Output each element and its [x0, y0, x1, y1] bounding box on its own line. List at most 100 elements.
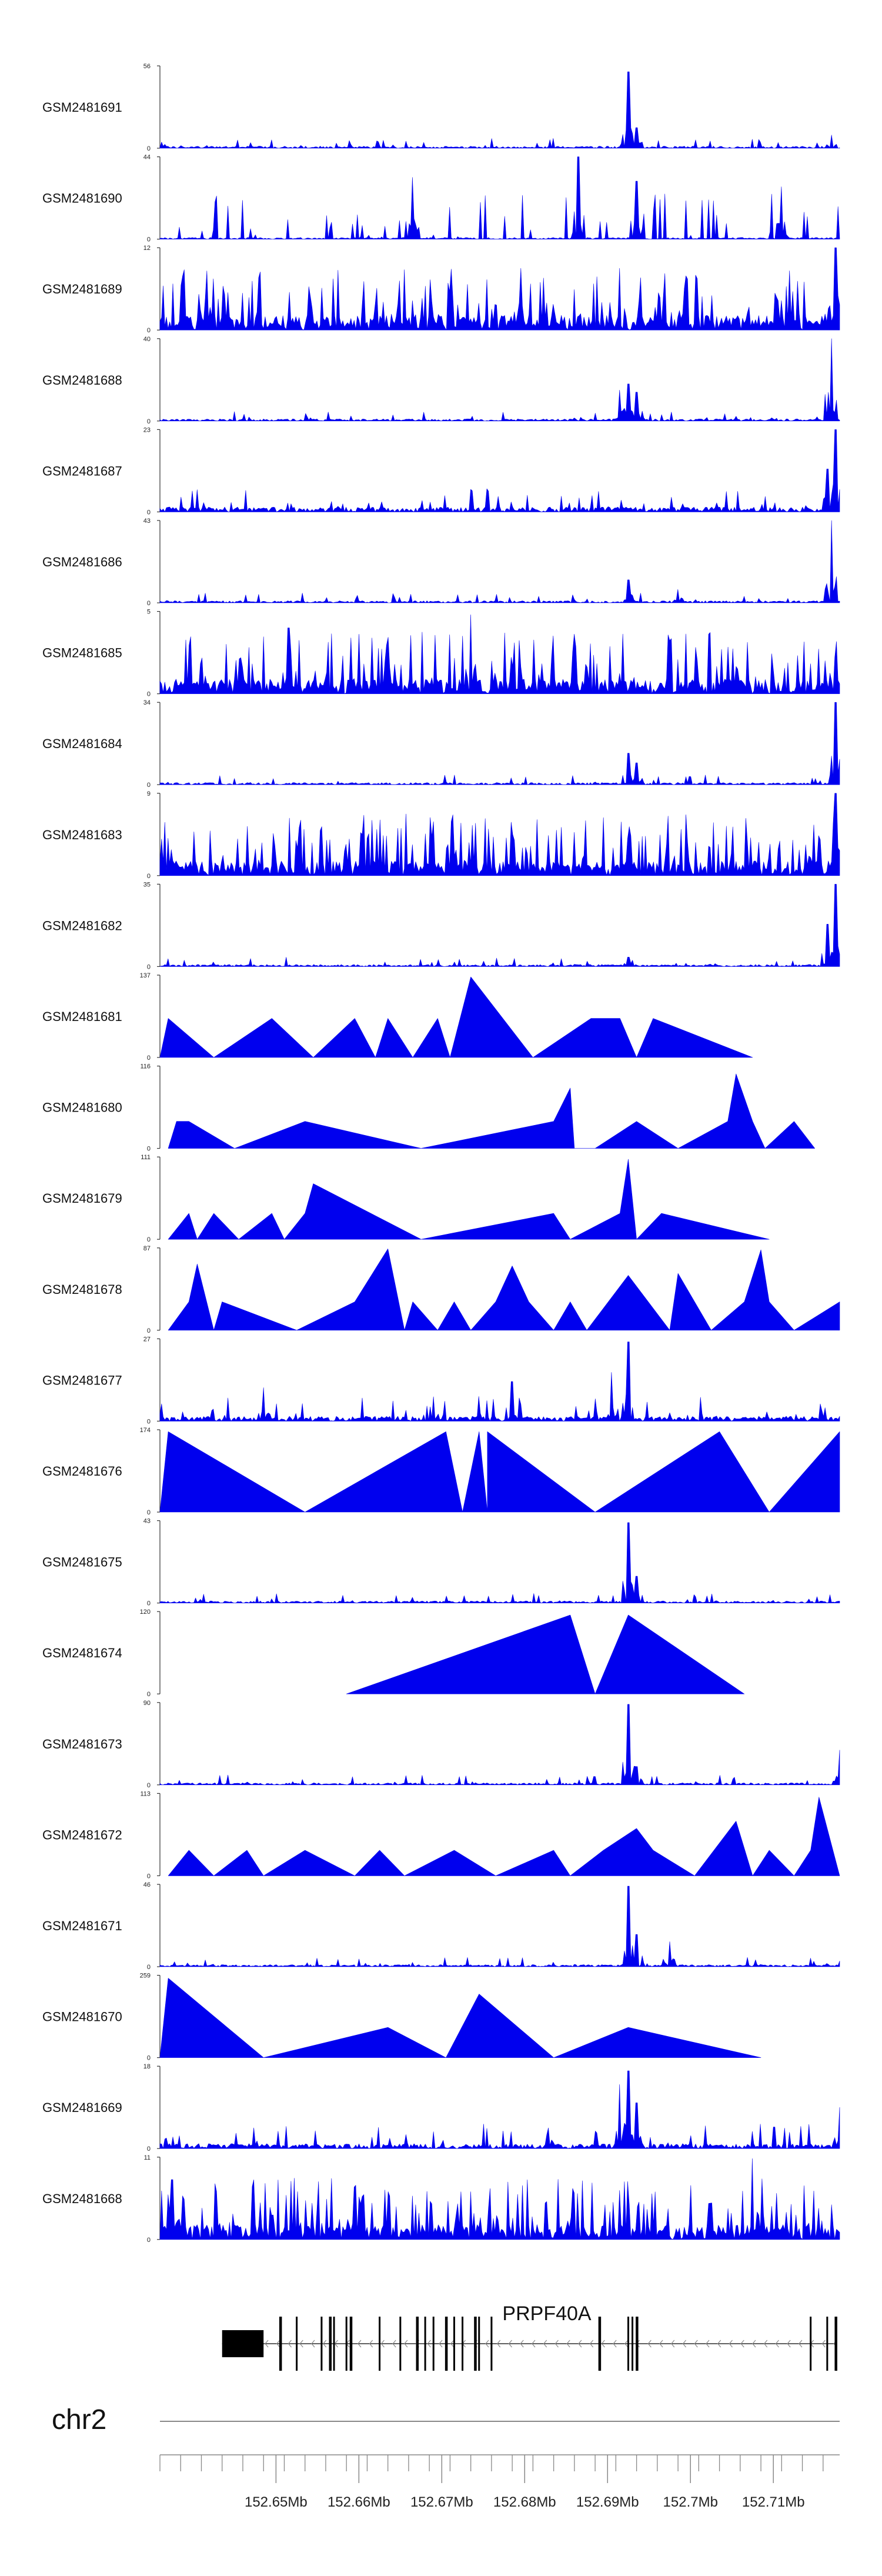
y-tick-label-max: 23 [143, 426, 151, 433]
y-tick-label-max: 56 [143, 63, 151, 70]
coverage-area [346, 1614, 745, 1694]
strand-arrow [554, 2340, 559, 2348]
track-gsm2481686: GSM2481686 43 0 [42, 518, 840, 607]
track-gsm2481689: GSM2481689 12 0 [42, 245, 840, 334]
y-tick-label-max: 174 [140, 1427, 151, 1434]
y-tick-label-max: 18 [143, 2063, 151, 2070]
coverage-tracks: GSM2481691560GSM2481690440GSM2481689120G… [42, 63, 840, 2244]
track-label: GSM2481678 [42, 1282, 122, 1297]
gene-exon [474, 2317, 477, 2371]
track-label: GSM2481686 [42, 555, 122, 569]
gene-exon [810, 2317, 812, 2371]
y-tick-label-min: 0 [147, 1964, 151, 1971]
track-label: GSM2481674 [42, 1646, 122, 1660]
strand-arrow [763, 2340, 768, 2348]
y-tick-label-min: 0 [147, 600, 151, 607]
y-tick-label-min: 0 [147, 1782, 151, 1789]
strand-arrow [659, 2340, 663, 2348]
gene-exon [279, 2317, 282, 2371]
track-gsm2481681: GSM2481681 137 0 [42, 972, 753, 1062]
y-tick-label-min: 0 [147, 1600, 151, 1607]
y-tick-label-max: 120 [140, 1609, 151, 1616]
axis-tick-label: 152.69Mb [576, 2494, 639, 2510]
strand-arrow [682, 2340, 687, 2348]
coverage-area [168, 1073, 815, 1149]
y-tick-label-max: 9 [147, 790, 151, 798]
gene-exon [424, 2317, 426, 2371]
track-gsm2481677: GSM2481677 27 0 [42, 1336, 840, 1425]
track-label: GSM2481691 [42, 100, 122, 115]
strand-arrow [752, 2340, 756, 2348]
coverage-area [159, 1522, 840, 1603]
strand-arrow [671, 2340, 675, 2348]
track-label: GSM2481669 [42, 2100, 122, 2115]
y-tick-label-max: 90 [143, 1700, 151, 1707]
strand-arrow [624, 2340, 629, 2348]
y-tick-label-max: 46 [143, 1881, 151, 1888]
gene-exon [296, 2317, 298, 2371]
y-tick-label-min: 0 [147, 873, 151, 880]
track-gsm2481680: GSM2481680 116 0 [42, 1063, 815, 1153]
y-tick-label-min: 0 [147, 1146, 151, 1153]
strand-arrow [508, 2340, 512, 2348]
y-tick-label-min: 0 [147, 1236, 151, 1243]
y-tick-label-min: 0 [147, 1055, 151, 1062]
gene-model-track: PRPF40A [222, 2303, 837, 2371]
coverage-area [159, 702, 840, 785]
y-tick-label-min: 0 [147, 1691, 151, 1698]
gene-exon [453, 2317, 455, 2371]
y-tick-label-min: 0 [147, 1327, 151, 1334]
track-label: GSM2481676 [42, 1464, 122, 1479]
track-label: GSM2481682 [42, 918, 122, 933]
coverage-area [159, 338, 840, 422]
gene-exon [379, 2317, 381, 2371]
gene-name-label: PRPF40A [502, 2303, 591, 2325]
y-tick-label-min: 0 [147, 145, 151, 152]
y-tick-label-max: 111 [141, 1154, 151, 1161]
axis-tick-label: 152.71Mb [742, 2494, 805, 2510]
track-gsm2481671: GSM2481671 46 0 [42, 1881, 840, 1971]
y-tick-label-max: 5 [147, 609, 151, 616]
coverage-area [159, 1978, 761, 2058]
strand-arrow [380, 2340, 385, 2348]
y-tick-label-max: 40 [143, 336, 151, 343]
coverage-area [159, 520, 840, 603]
y-tick-label-max: 35 [143, 881, 151, 888]
y-tick-label-min: 0 [147, 509, 151, 516]
strand-arrow [694, 2340, 698, 2348]
track-gsm2481676: GSM2481676 174 0 [42, 1427, 840, 1516]
strand-arrow [427, 2340, 431, 2348]
gene-exon [632, 2317, 634, 2371]
strand-arrow [799, 2340, 803, 2348]
track-label: GSM2481690 [42, 191, 122, 206]
coverage-area [159, 247, 840, 331]
strand-arrow [821, 2340, 826, 2348]
strand-arrow [439, 2340, 443, 2348]
y-tick-label-max: 259 [140, 1973, 151, 1980]
track-gsm2481675: GSM2481675 43 0 [42, 1518, 840, 1607]
gene-exon [490, 2317, 493, 2371]
track-label: GSM2481689 [42, 282, 122, 296]
strand-arrow [288, 2340, 292, 2348]
coverage-area [159, 793, 840, 876]
y-tick-label-max: 34 [143, 699, 151, 706]
strand-arrow [299, 2340, 303, 2348]
track-gsm2481683: GSM2481683 9 0 [42, 790, 840, 880]
gene-exon [416, 2317, 419, 2371]
track-gsm2481674: GSM2481674 120 0 [42, 1609, 745, 1698]
track-gsm2481670: GSM2481670 259 0 [42, 1973, 761, 2062]
track-gsm2481687: GSM2481687 23 0 [42, 426, 840, 516]
y-tick-label-max: 44 [143, 154, 151, 161]
strand-arrow [543, 2340, 547, 2348]
strand-arrow [276, 2340, 280, 2348]
y-tick-label-min: 0 [147, 236, 151, 243]
y-tick-label-min: 0 [147, 1873, 151, 1880]
strand-arrow [729, 2340, 733, 2348]
strand-arrow [496, 2340, 501, 2348]
gene-exon [636, 2317, 639, 2371]
strand-arrow [717, 2340, 721, 2348]
gene-utr-block [222, 2330, 264, 2357]
strand-arrow [647, 2340, 652, 2348]
gene-exon [462, 2317, 464, 2371]
gene-exon [445, 2317, 448, 2371]
